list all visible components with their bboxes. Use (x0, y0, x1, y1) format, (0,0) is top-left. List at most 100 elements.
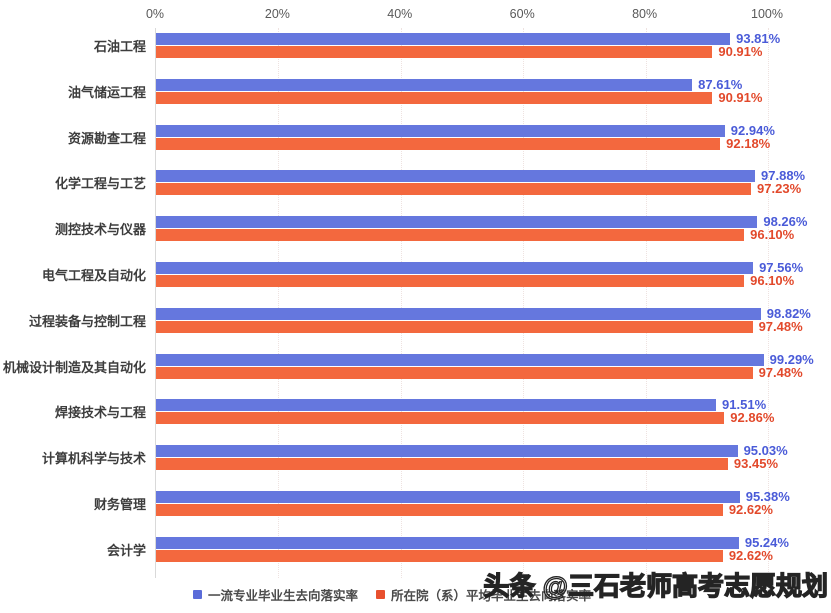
bar-group: 98.82% 97.48% (156, 305, 811, 334)
bar-line: 97.56% (156, 259, 804, 275)
bar-group: 98.26% 96.10% (156, 214, 808, 243)
bar-line: 93.45% (156, 456, 788, 472)
chart-row: 过程装备与控制工程 98.82% 97.48% (0, 303, 831, 349)
value-label: 97.48% (758, 364, 803, 380)
bar-line: 97.23% (156, 181, 805, 197)
value-label: 96.10% (750, 227, 795, 243)
gridline (400, 28, 402, 578)
bar-line: 91.51% (156, 398, 774, 412)
bar-series-1 (156, 549, 723, 562)
bar-group: 99.29% 97.48% (156, 351, 814, 380)
bar-series-0 (156, 216, 758, 229)
bar-series-0 (156, 490, 740, 503)
bar-series-0 (156, 536, 739, 549)
bar-series-0 (156, 261, 754, 274)
value-label: 99.29% (769, 351, 814, 367)
value-label: 95.24% (744, 534, 789, 550)
value-label: 98.82% (766, 305, 811, 321)
bar-line: 95.03% (156, 443, 788, 459)
bar-series-0 (156, 124, 725, 137)
chart-row: 油气储运工程 87.61% 90.91% (0, 74, 831, 120)
chart-row: 焊接技术与工程 91.51% 92.86% (0, 394, 831, 440)
gridline (278, 28, 280, 578)
bar-line: 92.62% (156, 547, 789, 563)
bar-group: 91.51% 92.86% (156, 398, 774, 425)
bar-series-0 (156, 307, 761, 320)
bar-line: 87.61% (156, 76, 762, 92)
value-label: 92.62% (728, 547, 773, 563)
gridline (768, 28, 769, 578)
legend-swatch-icon (376, 590, 386, 599)
value-label: 92.94% (730, 122, 775, 138)
bar-series-1 (156, 229, 745, 242)
gridlines (155, 28, 769, 578)
bar-series-1 (156, 458, 728, 471)
value-label: 96.10% (750, 272, 795, 288)
chart-row: 电气工程及自动化 97.56% 96.10% (0, 257, 831, 303)
bar-group: 95.03% 93.45% (156, 443, 788, 472)
bar-line: 96.10% (156, 227, 807, 243)
bar-line: 99.29% (156, 351, 814, 367)
value-label: 93.45% (733, 456, 778, 472)
x-axis-tick-label: 20% (264, 7, 290, 21)
gridline (645, 28, 647, 578)
bar-line: 95.38% (156, 488, 790, 504)
chart-row: 测控技术与仪器 98.26% 96.10% (0, 211, 831, 257)
chart-row: 计算机科学与技术 95.03% 93.45% (0, 440, 831, 486)
value-label: 93.81% (736, 31, 781, 46)
legend-label: 一流专业毕业生去向落实率 (208, 589, 359, 603)
x-axis-tick-label: 0% (145, 7, 165, 21)
bar-series-0 (156, 33, 731, 45)
bar-line: 96.10% (156, 272, 803, 288)
rows: 石油工程 93.81% 90.91% 油气储运工程 87.61% 90.91% 资源勘查工程… (0, 28, 831, 578)
value-label: 90.91% (718, 89, 763, 105)
x-axis-tick-label: 60% (509, 7, 535, 21)
category-label: 焊接技术与工程 (54, 405, 146, 421)
bar-line: 92.94% (156, 122, 775, 138)
bar-series-0 (156, 353, 764, 366)
value-label: 97.23% (757, 181, 802, 197)
bar-series-1 (156, 91, 713, 104)
category-label: 资源勘查工程 (67, 130, 146, 146)
value-label: 97.56% (759, 259, 804, 275)
value-label: 90.91% (718, 44, 763, 59)
value-label: 92.62% (728, 501, 773, 517)
bar-line: 97.88% (156, 168, 806, 184)
watermark: 头条 @三石老师高考志愿规划 (483, 570, 829, 601)
value-label: 87.61% (698, 76, 743, 92)
bar-line: 92.62% (156, 501, 790, 517)
legend-item: 所在院（系）平均毕业生去向落实率 (376, 585, 591, 604)
bar-series-1 (156, 46, 713, 58)
bar-group: 93.81% 90.91% (156, 31, 781, 59)
bar-group: 95.38% 92.62% (156, 488, 790, 517)
bar-line: 95.24% (156, 534, 789, 550)
legend: 一流专业毕业生去向落实率 所在院（系）平均毕业生去向落实率 (193, 585, 591, 604)
bar-series-1 (156, 183, 752, 196)
bar-series-0 (156, 445, 738, 458)
bar-series-1 (156, 503, 723, 516)
chart-row: 化学工程与工艺 97.88% 97.23% (0, 165, 831, 211)
bar-line: 92.18% (156, 135, 775, 151)
chart-row: 资源勘查工程 92.94% 92.18% (0, 120, 831, 166)
bar-line: 98.26% (156, 214, 808, 230)
chart-row: 石油工程 93.81% 90.91% (0, 28, 831, 74)
category-label: 会计学 (106, 542, 146, 558)
bar-group: 87.61% 90.91% (156, 76, 763, 105)
bar-series-1 (156, 274, 745, 287)
bar-series-0 (156, 399, 717, 412)
value-label: 95.38% (745, 488, 790, 504)
value-label: 98.26% (763, 214, 808, 230)
x-axis-tick-label: 100% (751, 7, 783, 21)
bar-line: 90.91% (156, 44, 780, 59)
legend-item: 一流专业毕业生去向落实率 (193, 585, 358, 604)
value-label: 97.88% (761, 168, 806, 184)
value-label: 92.18% (726, 135, 771, 151)
x-axis-tick-label: 80% (632, 7, 658, 21)
bar-series-1 (156, 137, 721, 150)
bar-line: 92.86% (156, 411, 774, 425)
category-label: 机械设计制造及其自动化 (2, 359, 146, 375)
bar-line: 93.81% (156, 31, 781, 46)
bar-line: 98.82% (156, 305, 811, 321)
value-label: 95.03% (743, 443, 788, 459)
